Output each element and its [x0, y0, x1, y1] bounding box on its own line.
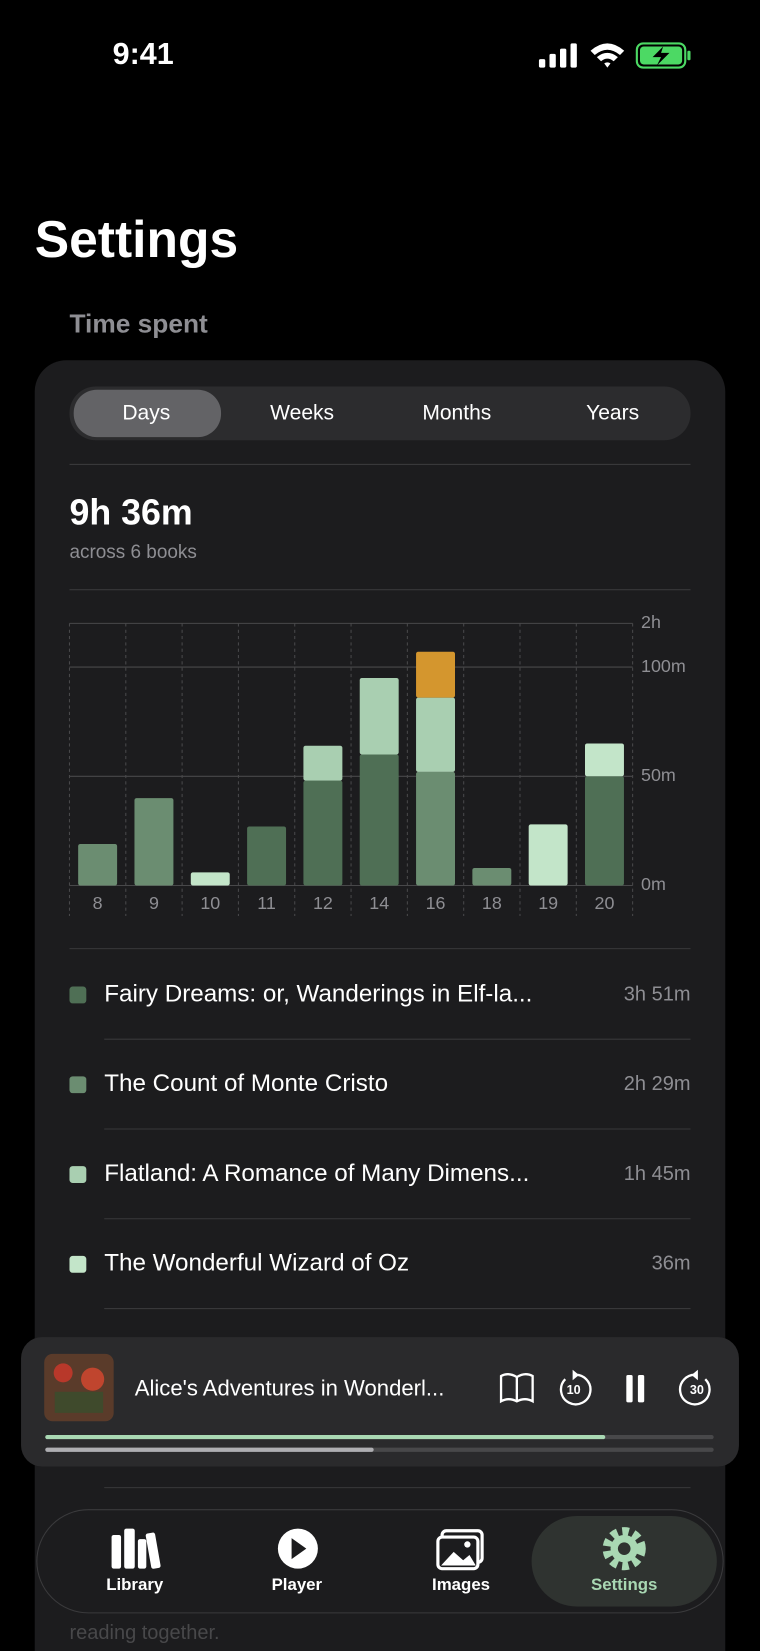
- x-tick-label: 10: [200, 893, 220, 913]
- bar-segment: [472, 868, 512, 886]
- bar-segment: [585, 776, 624, 886]
- segment-option[interactable]: Days: [122, 401, 170, 424]
- status-icons: [538, 42, 691, 69]
- player-title[interactable]: Alice's Adventures in Wonderl...: [135, 1376, 445, 1401]
- segmented-control: [69, 386, 691, 441]
- segment-option[interactable]: Months: [422, 401, 491, 424]
- segment-option[interactable]: Years: [586, 401, 639, 424]
- bar-segment: [528, 824, 568, 886]
- settings-icon: [602, 1527, 646, 1571]
- y-tick-label: 50m: [641, 765, 676, 785]
- skip-forward-button[interactable]: 30: [678, 1369, 711, 1406]
- tab-label[interactable]: Settings: [591, 1575, 657, 1594]
- bar-segment: [134, 798, 174, 886]
- segment-selected: [73, 389, 222, 438]
- progress-fill: [45, 1434, 606, 1440]
- mini-player: Alice's Adventures in Wonderl... 10 30: [21, 1337, 739, 1467]
- book-title[interactable]: Flatland: A Romance of Many Dimens...: [104, 1160, 529, 1187]
- x-tick-label: 9: [149, 893, 159, 913]
- segment-option[interactable]: Weeks: [270, 401, 334, 424]
- bar-segment: [359, 678, 399, 755]
- skip-back-button[interactable]: 10: [559, 1369, 592, 1406]
- book-duration: 2h 29m: [624, 1073, 691, 1095]
- total-time: 9h 36m: [69, 492, 192, 532]
- bar-segment: [303, 745, 343, 781]
- tab-label[interactable]: Images: [432, 1575, 490, 1594]
- x-tick-label: 14: [369, 893, 389, 913]
- page-title: Settings: [35, 210, 238, 268]
- bar-segment: [78, 844, 118, 886]
- bar-segment: [190, 872, 230, 886]
- y-tick-label: 100m: [641, 656, 686, 676]
- skip-forward-label: 30: [690, 1383, 704, 1397]
- book-list: Fairy Dreams: or, Wanderings in Elf-la..…: [69, 980, 691, 1310]
- pause-button[interactable]: [637, 1374, 645, 1403]
- total-subtitle: across 6 books: [69, 542, 196, 563]
- player-icon: [277, 1528, 318, 1569]
- card: [34, 360, 726, 1651]
- book-title[interactable]: The Wonderful Wizard of Oz: [104, 1250, 409, 1277]
- bar-segment: [416, 771, 455, 886]
- skip-back-label: 10: [567, 1383, 581, 1397]
- book-color: [69, 1255, 87, 1273]
- footer-text: reading together.: [69, 1622, 219, 1644]
- tab-label[interactable]: Library: [106, 1575, 164, 1594]
- library-icon: [111, 1528, 161, 1569]
- tab-bar: Library Player Images Settings: [36, 1509, 724, 1614]
- tab-label[interactable]: Player: [272, 1575, 323, 1594]
- book-title[interactable]: The Count of Monte Cristo: [104, 1070, 388, 1097]
- bar-segment: [303, 780, 343, 886]
- x-tick-label: 16: [426, 893, 446, 913]
- y-tick-label: 0m: [641, 874, 666, 894]
- book-duration: 36m: [652, 1253, 691, 1275]
- book-color: [69, 986, 87, 1004]
- x-tick-label: 12: [313, 893, 333, 913]
- x-tick-label: 8: [93, 893, 103, 913]
- bar-segment: [416, 651, 455, 698]
- status-time: 9:41: [113, 37, 174, 71]
- book-duration: 1h 45m: [624, 1163, 691, 1185]
- book-duration: 3h 51m: [624, 983, 691, 1005]
- progress-fill: [45, 1447, 374, 1452]
- x-tick-label: 18: [482, 893, 502, 913]
- images-icon: [436, 1529, 484, 1571]
- x-tick-label: 19: [538, 893, 558, 913]
- bar-segment: [416, 697, 455, 772]
- book-title[interactable]: Fairy Dreams: or, Wanderings in Elf-la..…: [104, 980, 532, 1007]
- y-tick-label: 2h: [641, 612, 661, 632]
- section-title: Time spent: [69, 308, 208, 338]
- book-color: [69, 1166, 87, 1183]
- bar-segment: [585, 743, 624, 777]
- bar-segment: [359, 754, 399, 886]
- x-tick-label: 11: [257, 893, 276, 913]
- bar-segment: [247, 826, 287, 886]
- chart: 0m 50m 100m 2h 8 9 10 11 12 14 16 18 19 20: [68, 612, 686, 917]
- book-color: [69, 1076, 87, 1094]
- player-bg: [21, 1337, 739, 1467]
- book-button[interactable]: [499, 1373, 534, 1404]
- x-tick-label: 20: [595, 893, 615, 913]
- pause-button[interactable]: [626, 1374, 633, 1403]
